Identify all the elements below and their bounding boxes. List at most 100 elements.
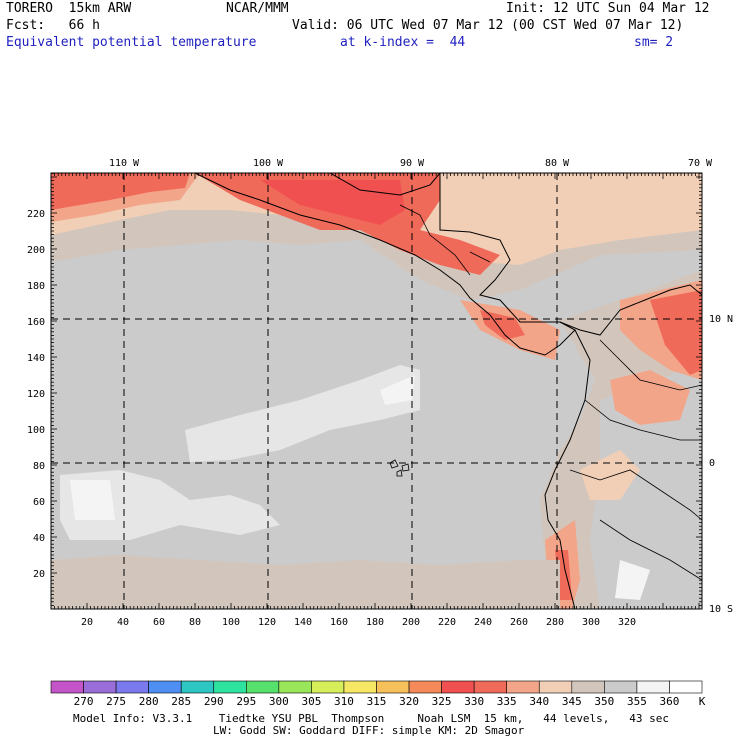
- y-tick-label: 60: [33, 497, 45, 508]
- field-mexico-red: [195, 173, 500, 275]
- color-bar-label: 305: [301, 695, 321, 708]
- lat-label-equator: 0: [709, 458, 715, 469]
- color-bar-label: 355: [627, 695, 647, 708]
- y-tick-label: 220: [27, 209, 45, 220]
- color-bar-label: 360: [660, 695, 680, 708]
- color-bar-label: 340: [529, 695, 549, 708]
- color-bar-label: 315: [367, 695, 387, 708]
- color-bar-swatch: [311, 680, 345, 694]
- coastline-mexico-north: [329, 173, 441, 196]
- valid-time: Valid: 06 UTC Wed 07 Mar 12 (00 CST Wed …: [292, 18, 684, 33]
- footer-physics-info: LW: Godd SW: Goddard DIFF: simple KM: 2D…: [213, 724, 525, 737]
- x-tick-label: 120: [258, 617, 276, 628]
- field-band-coast: [51, 173, 702, 265]
- y-tick-label: 200: [27, 245, 45, 256]
- y-axis-ticks: 20 40 60 80 100 120 140 160 180 200 220: [27, 172, 702, 606]
- color-bar-label: 330: [464, 695, 484, 708]
- border-south-america: [569, 339, 702, 581]
- theta-e-field: [51, 173, 702, 609]
- model-name: TORERO 15km ARW: [6, 1, 132, 16]
- center-name: NCAR/MMM: [226, 1, 289, 16]
- field-costa-rica-core: [480, 310, 525, 340]
- x-tick-label: 280: [546, 617, 564, 628]
- level-index: at k-index = 44: [340, 35, 466, 50]
- smoothing: sm= 2: [634, 35, 674, 50]
- y-tick-label: 140: [27, 353, 45, 364]
- color-bar-swatch: [278, 680, 312, 694]
- color-bar-swatch: [83, 680, 117, 694]
- color-bar-label: 310: [334, 695, 354, 708]
- x-tick-label: 160: [330, 617, 348, 628]
- field-name: Equivalent potential temperature: [6, 35, 257, 50]
- color-bar-label: 335: [497, 695, 517, 708]
- color-bar-label: 325: [432, 695, 452, 708]
- init-time: Init: 12 UTC Sun 04 Mar 12: [506, 1, 710, 16]
- lon-label-100w: 100 W: [253, 158, 284, 169]
- color-bar-swatch: [246, 680, 280, 694]
- x-tick-label: 20: [81, 617, 93, 628]
- color-bar-swatch: [343, 680, 377, 694]
- color-bar-label: 295: [236, 695, 256, 708]
- y-tick-label: 40: [33, 533, 45, 544]
- y-tick-label: 180: [27, 281, 45, 292]
- x-tick-label: 180: [366, 617, 384, 628]
- color-bar-label: 300: [269, 695, 289, 708]
- color-bar-label: 280: [139, 695, 159, 708]
- field-white-patch-3: [615, 560, 650, 600]
- x-tick-label: 200: [402, 617, 420, 628]
- x-tick-label: 140: [294, 617, 312, 628]
- y-tick-label: 160: [27, 317, 45, 328]
- lon-label-80w: 80 W: [545, 158, 570, 169]
- coastline-central-america-pacific: [194, 173, 576, 356]
- field-colombia-salmon: [610, 370, 690, 425]
- color-bar-swatch: [571, 680, 605, 694]
- x-tick-label: 100: [222, 617, 240, 628]
- color-bar-label: 350: [594, 695, 614, 708]
- x-tick-label: 80: [189, 617, 201, 628]
- y-tick-label: 20: [33, 569, 45, 580]
- border-central-america: [399, 204, 491, 276]
- x-tick-label: 260: [510, 617, 528, 628]
- field-nw-red: [51, 173, 190, 210]
- field-white-patch-2: [380, 375, 415, 405]
- color-bar-swatch: [376, 680, 410, 694]
- plot-frame: [50, 172, 703, 610]
- color-bar-swatch: [213, 680, 247, 694]
- field-light-patch-west: [60, 470, 280, 540]
- lon-label-90w: 90 W: [400, 158, 425, 169]
- color-bar-labels: 270 275 280 285 290 295 300 305 310 315 320 325 330 3…: [74, 695, 680, 708]
- coastline-south-america-west: [544, 329, 591, 609]
- color-bar-swatch: [115, 680, 149, 694]
- y-tick-label: 100: [27, 425, 45, 436]
- color-bar-swatch: [604, 680, 638, 694]
- color-bar-label: 290: [204, 695, 224, 708]
- lon-label-70w: 70 W: [688, 158, 713, 169]
- color-bar-swatch: [441, 680, 475, 694]
- x-axis-ticks: 20 40 60 80 100 120 140 160 180 200 220 240 260 280 30…: [54, 173, 700, 628]
- lat-label-10n: 10 N: [709, 314, 733, 325]
- color-bar-swatch: [506, 680, 540, 694]
- y-tick-label: 120: [27, 389, 45, 400]
- lon-label-110w: 110 W: [109, 158, 140, 169]
- x-tick-label: 320: [618, 617, 636, 628]
- x-tick-label: 220: [438, 617, 456, 628]
- x-tick-label: 240: [474, 617, 492, 628]
- color-bar-label: 275: [106, 695, 126, 708]
- field-light-patch-center: [185, 365, 420, 462]
- color-bar-swatch: [538, 680, 573, 694]
- color-bar-label: 270: [74, 695, 94, 708]
- color-bar-swatch: [473, 680, 507, 694]
- color-bar-swatch: [408, 680, 442, 694]
- color-bar-swatch: [50, 680, 84, 694]
- color-bar-swatch: [148, 680, 182, 694]
- x-tick-label: 40: [117, 617, 129, 628]
- field-venezuela-red: [650, 290, 702, 375]
- color-bar: [50, 680, 703, 694]
- map-grid: [51, 173, 702, 609]
- field-band-south-2: [51, 588, 560, 609]
- color-bar-swatch: [636, 680, 670, 694]
- color-bar-label: 320: [399, 695, 419, 708]
- color-bar-unit: K: [699, 695, 706, 708]
- color-bar-swatch: [669, 680, 703, 694]
- field-white-patch: [70, 480, 115, 520]
